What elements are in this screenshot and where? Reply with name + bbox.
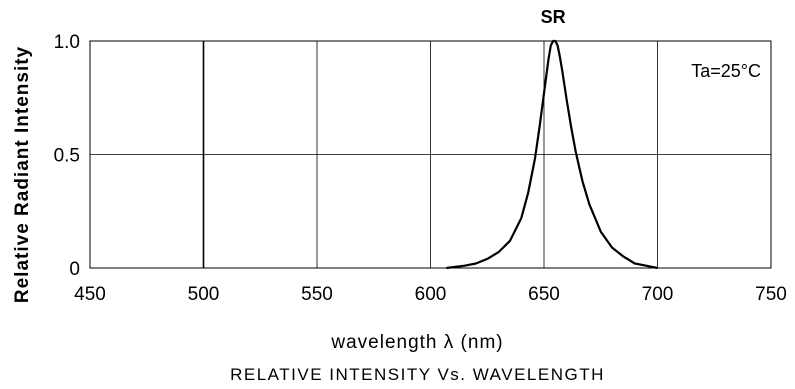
x-tick-label: 750 [755, 284, 787, 305]
y-axis-label: Relative Radiant Intensity [12, 46, 33, 303]
series-line-sr [446, 39, 658, 270]
series-label-sr: SR [541, 7, 566, 27]
x-axis-label: wavelength λ (nm) [330, 332, 503, 353]
x-tick-label: 500 [188, 284, 220, 305]
temperature-annotation: Ta=25°C [691, 61, 761, 81]
y-tick-label: 0 [69, 259, 80, 280]
y-tick-label: 1.0 [54, 32, 80, 53]
plot-frame [89, 40, 772, 269]
x-tick-label: 650 [528, 284, 560, 305]
x-tick-label: 600 [415, 284, 447, 305]
x-tick-labels: 450 500 550 600 650 700 750 [74, 284, 787, 305]
y-tick-label: 0.5 [54, 146, 80, 167]
x-tick-label: 700 [642, 284, 674, 305]
y-tick-labels: 0 0.5 1.0 [54, 32, 80, 280]
chart-title: RELATIVE INTENSITY Vs. WAVELENGTH [230, 365, 605, 384]
grid-lines [90, 41, 771, 268]
x-tick-label: 550 [301, 284, 333, 305]
x-tick-label: 450 [74, 284, 106, 305]
